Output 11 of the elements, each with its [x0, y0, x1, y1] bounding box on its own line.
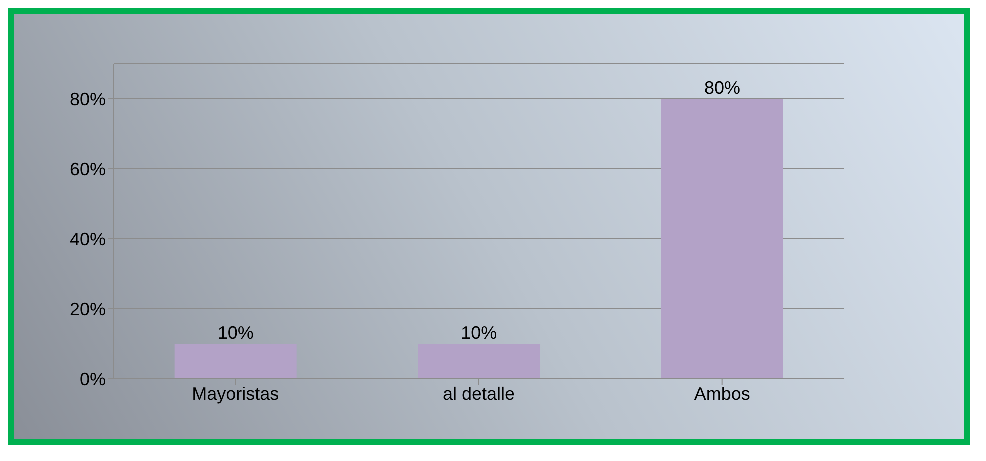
- x-tick-label: Ambos: [694, 384, 750, 404]
- y-tick-label: 40%: [70, 229, 106, 250]
- data-label: 10%: [461, 323, 498, 343]
- x-tick-label: al detalle: [442, 384, 516, 404]
- y-tick-label: 20%: [70, 299, 106, 320]
- data-label: 10%: [218, 323, 254, 343]
- data-label: 80%: [704, 78, 741, 98]
- y-tick-label: 60%: [70, 159, 106, 180]
- y-tick-label: 0%: [80, 369, 106, 390]
- x-tick-label: Mayoristas: [192, 384, 280, 404]
- y-tick-label: 80%: [70, 89, 106, 110]
